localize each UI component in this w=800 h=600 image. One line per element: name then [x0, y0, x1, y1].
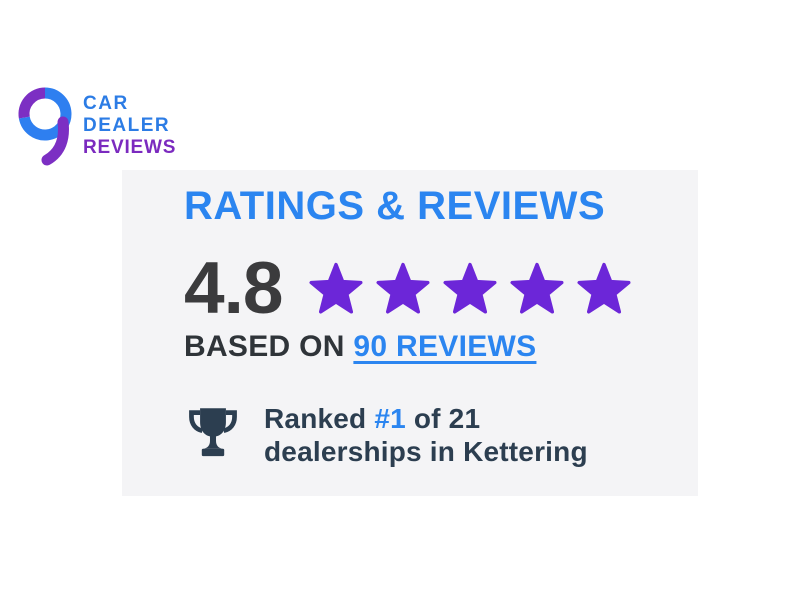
logo-wordmark: CAR DEALER REVIEWS: [83, 93, 176, 159]
ranked-row: Ranked #1 of 21 dealerships in Kettering: [184, 402, 698, 468]
star-icon: [376, 262, 430, 314]
car-dealer-reviews-logo[interactable]: CAR DEALER REVIEWS: [16, 84, 176, 168]
rating-row: 4.8: [184, 252, 698, 325]
trophy-icon: [189, 408, 237, 457]
ranked-text: Ranked #1 of 21 dealerships in Kettering: [264, 402, 588, 468]
based-on-label: BASED ON: [184, 330, 345, 363]
rating-value: 4.8: [184, 248, 283, 329]
star-rating: [308, 262, 632, 315]
ranked-prefix: Ranked: [264, 403, 367, 434]
logo-line-car: CAR: [83, 93, 129, 114]
star-icon: [510, 262, 564, 314]
rank-number: #1: [374, 403, 406, 434]
ratings-reviews-heading: RATINGS & REVIEWS: [184, 184, 606, 228]
star-icon: [577, 262, 631, 314]
logo-line-dealer: DEALER: [83, 115, 171, 136]
ranked-suffix: of 21: [413, 403, 481, 434]
star-icon: [309, 262, 363, 314]
ratings-reviews-card: RATINGS & REVIEWS 4.8 BASED ON 90 REVIEW…: [122, 170, 698, 496]
based-on-line: BASED ON 90 REVIEWS: [184, 330, 698, 364]
ranked-line2: dealerships in Kettering: [264, 436, 588, 467]
logo-line-reviews: REVIEWS: [83, 137, 177, 158]
reviews-count-link[interactable]: 90 REVIEWS: [353, 330, 537, 363]
car-dealer-reviews-ring-icon: [18, 87, 72, 166]
star-icon: [443, 262, 497, 314]
